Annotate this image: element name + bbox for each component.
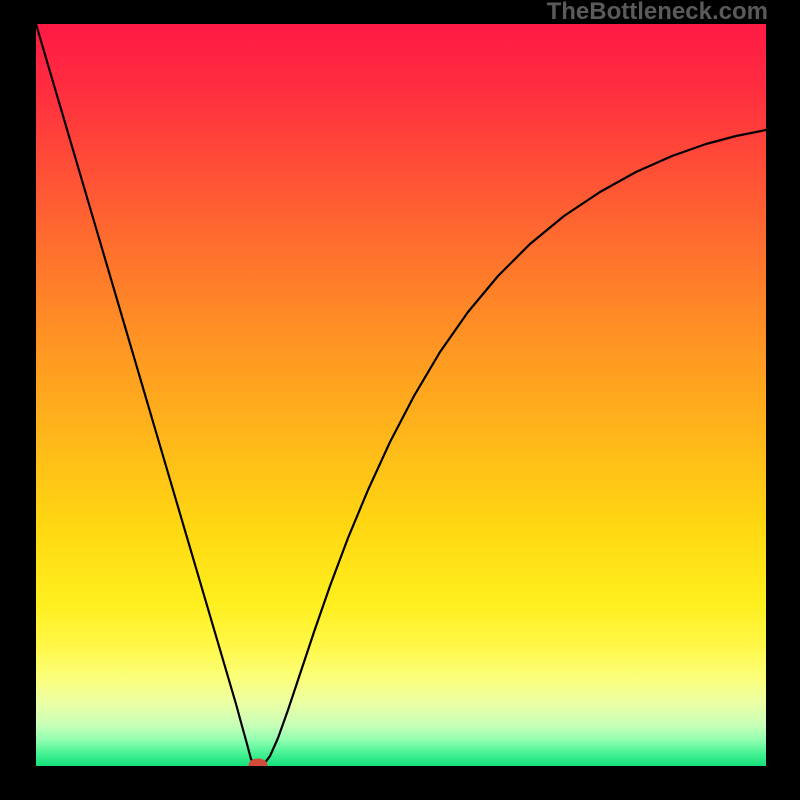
plot-area xyxy=(36,24,766,766)
chart-canvas: TheBottleneck.com xyxy=(0,0,800,800)
bottleneck-curve xyxy=(36,24,766,766)
watermark-text: TheBottleneck.com xyxy=(547,0,768,26)
curve-layer xyxy=(36,24,766,766)
